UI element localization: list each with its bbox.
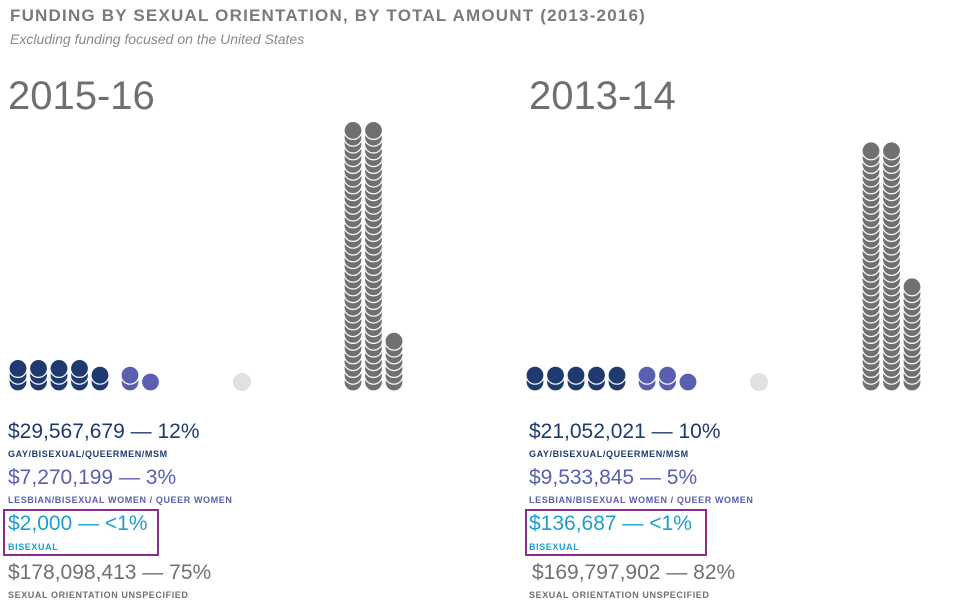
amount-value: $29,567,679 <box>8 420 125 443</box>
unspecified-stack <box>902 277 922 392</box>
unspecified-stack <box>384 331 404 392</box>
amount-value: $21,052,021 <box>529 420 646 443</box>
unspecified-stack <box>363 120 384 392</box>
amount-value: $7,270,199 <box>8 466 114 489</box>
amount-value: $169,797,902 <box>532 561 661 584</box>
percent-value: 3% <box>145 466 177 489</box>
label-bisexual: BISEXUAL <box>529 542 580 552</box>
coin <box>120 365 140 385</box>
gay-stack <box>525 365 545 392</box>
percent-value: <1% <box>649 512 692 535</box>
amount-value: $178,098,413 <box>8 561 137 584</box>
coin <box>69 358 90 378</box>
coin <box>49 358 69 378</box>
percent-value: 10% <box>678 420 721 443</box>
pictograph-2015-16 <box>8 120 404 392</box>
coin <box>90 365 110 385</box>
coin <box>384 331 404 351</box>
percent-value: 75% <box>169 561 212 584</box>
amount-value: $2,000 <box>8 512 73 535</box>
gay-stack <box>607 365 627 392</box>
label-unspecified: SEXUAL ORIENTATION UNSPECIFIED <box>8 590 189 600</box>
coin <box>140 372 161 392</box>
coin <box>525 365 545 385</box>
gay-stack <box>28 358 49 392</box>
panel-2015-16: 2015-16 $29,567,679 — 12% GAY/BISEXUAL/Q… <box>0 0 480 607</box>
label-bisexual: BISEXUAL <box>8 542 59 552</box>
amount-lesbian: $7,270,199 — 3% <box>8 466 177 489</box>
amount-unspecified: $178,098,413 — 75% <box>8 561 212 584</box>
unspecified-stack <box>881 141 902 392</box>
amount-value: $9,533,845 <box>529 466 635 489</box>
coin <box>607 365 627 385</box>
amount-gay: $21,052,021 — 10% <box>529 420 721 443</box>
coin <box>902 277 922 297</box>
bisexual-coin <box>233 373 251 391</box>
coin <box>586 365 607 385</box>
amount-unspecified: $169,797,902 — 82% <box>532 561 736 584</box>
lesbian-stack <box>678 372 698 392</box>
coin <box>8 358 28 378</box>
coin <box>343 120 363 140</box>
lesbian-stack <box>120 365 140 392</box>
percent-value: 82% <box>693 561 736 584</box>
amount-lesbian: $9,533,845 — 5% <box>529 466 698 489</box>
unspecified-stack <box>861 141 881 392</box>
panel-2013-14: 2013-14 $21,052,021 — 10% GAY/BISEXUAL/Q… <box>520 0 969 607</box>
label-gay: GAY/BISEXUAL/QUEERMEN/MSM <box>8 449 168 459</box>
unspecified-stack <box>343 120 363 392</box>
lesbian-stack <box>657 365 678 392</box>
bisexual-coin <box>750 373 768 391</box>
coin <box>545 365 566 385</box>
amount-bisexual: $136,687 — <1% <box>529 512 692 535</box>
percent-value: 12% <box>157 420 200 443</box>
amount-gay: $29,567,679 — 12% <box>8 420 200 443</box>
coin <box>28 358 49 378</box>
year-label: 2013-14 <box>529 74 676 118</box>
amount-bisexual: $2,000 — <1% <box>8 512 148 535</box>
amount-value: $136,687 <box>529 512 617 535</box>
gay-stack <box>545 365 566 392</box>
percent-value: <1% <box>104 512 148 535</box>
year-label: 2015-16 <box>8 74 155 118</box>
coin <box>637 365 657 385</box>
coin <box>678 372 698 392</box>
pictograph-2013-14 <box>525 141 922 392</box>
coin <box>861 141 881 161</box>
label-unspecified: SEXUAL ORIENTATION UNSPECIFIED <box>529 590 710 600</box>
gay-stack <box>586 365 607 392</box>
label-lesbian: LESBIAN/BISEXUAL WOMEN / QUEER WOMEN <box>8 495 233 505</box>
chart-title: FUNDING BY SEXUAL ORIENTATION, BY TOTAL … <box>10 6 647 25</box>
coin <box>566 365 586 385</box>
lesbian-stack <box>140 372 161 392</box>
gay-stack <box>90 365 110 392</box>
coin <box>363 120 384 140</box>
gay-stack <box>8 358 28 392</box>
chart-subtitle: Excluding funding focused on the United … <box>10 31 305 47</box>
lesbian-stack <box>637 365 657 392</box>
coin <box>881 141 902 161</box>
highlight-box-bisexual <box>3 509 159 556</box>
label-lesbian: LESBIAN/BISEXUAL WOMEN / QUEER WOMEN <box>529 495 754 505</box>
percent-value: 5% <box>666 466 698 489</box>
gay-stack <box>566 365 586 392</box>
coin <box>657 365 678 385</box>
gay-stack <box>49 358 69 392</box>
label-gay: GAY/BISEXUAL/QUEERMEN/MSM <box>529 449 689 459</box>
gay-stack <box>69 358 90 392</box>
highlight-box-bisexual <box>525 509 707 556</box>
